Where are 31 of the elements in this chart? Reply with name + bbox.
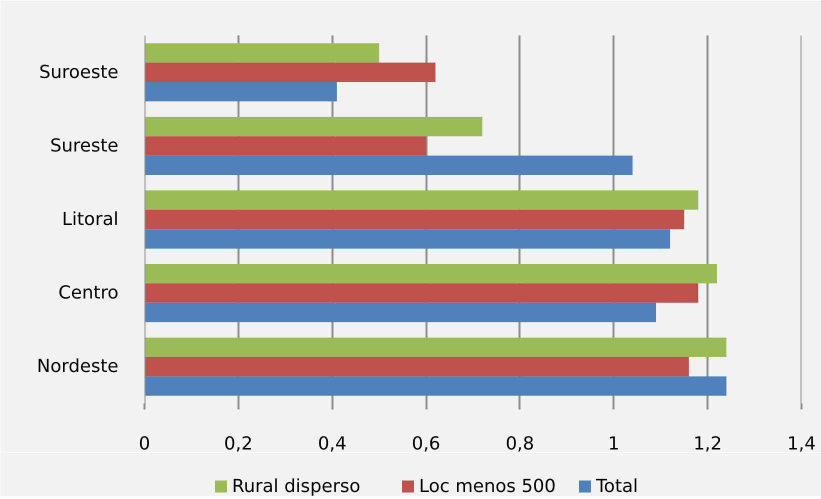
bar (144, 357, 689, 376)
legend-label: Total (595, 476, 638, 497)
bar (144, 62, 436, 82)
y-tick-label: Centro (58, 282, 119, 304)
bar (144, 376, 726, 396)
bar (144, 229, 670, 249)
bar (144, 302, 656, 322)
bar (144, 210, 684, 230)
bar (144, 156, 633, 175)
y-tick-label: Nordeste (36, 356, 119, 378)
x-tick-label: 1 (608, 434, 620, 454)
x-tick-label: 0,8 (506, 434, 534, 454)
x-tick-label: 1,2 (693, 434, 722, 454)
legend-label: Rural disperso (232, 476, 360, 497)
y-tick-label: Sureste (50, 135, 119, 156)
bar (144, 283, 698, 303)
x-tick-label: 1,4 (787, 434, 816, 454)
bar (144, 82, 337, 102)
bar (144, 116, 482, 136)
x-tick-label: 0 (138, 434, 150, 454)
x-tick-label: 0,2 (224, 434, 253, 454)
bar (144, 136, 426, 156)
y-tick-label: Suroeste (39, 62, 118, 83)
bar (144, 43, 380, 63)
bar (144, 190, 698, 210)
x-tick-label: 0,4 (318, 434, 347, 454)
bar (144, 264, 718, 284)
x-tick-label: 0,6 (412, 434, 440, 454)
legend-label: Loc menos 500 (419, 476, 556, 497)
bar (144, 338, 726, 358)
y-tick-label: Litoral (62, 209, 118, 230)
